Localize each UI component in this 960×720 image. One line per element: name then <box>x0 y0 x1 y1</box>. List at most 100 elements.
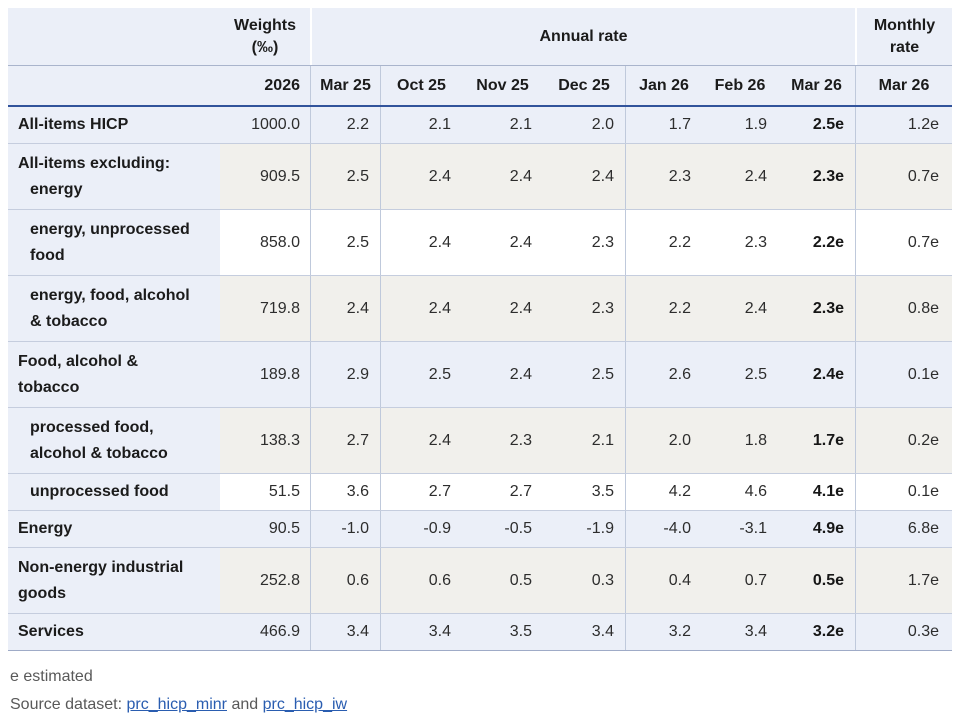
row-label-line: energy, food, alcohol <box>30 286 190 304</box>
annual-rate-value: -1.9 <box>543 511 625 547</box>
annual-rate-value: -0.9 <box>380 511 462 547</box>
row-label-line: energy, unprocessed <box>30 220 190 238</box>
row-label-line: & tobacco <box>30 312 108 330</box>
monthly-rate-value: 1.2e <box>855 107 952 143</box>
annual-rate-value: 2.9 <box>310 342 380 407</box>
table-header-top: Weights (‰) Annual rate Monthly rate <box>8 8 952 65</box>
row-label: Non-energy industrial goods <box>8 548 220 613</box>
monthly-rate-value: 0.3e <box>855 614 952 650</box>
annual-rate-value: 1.7 <box>625 107 702 143</box>
monthly-rate-value: 0.1e <box>855 342 952 407</box>
annual-rate-value: 3.4 <box>380 614 462 650</box>
row-label-line: unprocessed food <box>30 483 169 500</box>
annual-rate-value: 2.4e <box>778 342 855 407</box>
monthly-rate-value: 1.7e <box>855 548 952 613</box>
table-row: processed food, alcohol & tobacco 138.3 2.7… <box>8 408 952 474</box>
annual-rate-value: 2.7 <box>462 474 543 510</box>
source-link-prc-hicp-minr[interactable]: prc_hicp_minr <box>126 696 227 713</box>
annual-rate-value: -1.0 <box>310 511 380 547</box>
annual-rate-value: 2.3e <box>778 276 855 341</box>
source-prefix: Source dataset: <box>10 696 127 713</box>
table-row: Services 466.9 3.4 3.4 3.5 3.4 3.2 3.4 3.2e 0.3e <box>8 614 952 651</box>
col-header-annual-rate: Annual rate <box>310 8 855 65</box>
weight-value: 252.8 <box>220 548 310 613</box>
annual-rate-value: 3.2e <box>778 614 855 650</box>
annual-rate-value: 0.4 <box>625 548 702 613</box>
month-header: Dec 25 <box>543 66 625 105</box>
annual-rate-value: 2.4 <box>310 276 380 341</box>
table-row: Food, alcohol & tobacco 189.8 2.9 2.5 2.4 2.5 2… <box>8 342 952 408</box>
table-row: energy, food, alcohol & tobacco 719.8 2.4 2.… <box>8 276 952 342</box>
annual-rate-value: -4.0 <box>625 511 702 547</box>
weight-value: 189.8 <box>220 342 310 407</box>
month-header: Mar 26 <box>778 66 855 105</box>
weight-value: 1000.0 <box>220 107 310 143</box>
row-label: All-items excluding: energy <box>8 144 220 209</box>
monthly-rate-value: 0.1e <box>855 474 952 510</box>
annual-rate-value: 2.5 <box>543 342 625 407</box>
header-spacer <box>8 66 220 105</box>
row-label-line: All-items HICP <box>18 116 129 133</box>
weight-value: 858.0 <box>220 210 310 275</box>
annual-rate-value: 2.2 <box>625 210 702 275</box>
row-label-line: Food, alcohol & <box>18 352 138 370</box>
annual-rate-value: 2.5 <box>380 342 462 407</box>
annual-rate-value: 3.5 <box>462 614 543 650</box>
annual-rate-value: 4.9e <box>778 511 855 547</box>
annual-rate-value: 2.4 <box>380 210 462 275</box>
month-header: Nov 25 <box>462 66 543 105</box>
annual-rate-value: -3.1 <box>702 511 778 547</box>
monthly-rate-value: 0.7e <box>855 210 952 275</box>
weight-value: 466.9 <box>220 614 310 650</box>
table-row: All-items excluding: energy 909.5 2.5 2.4 2.4… <box>8 144 952 210</box>
annual-rate-value: 3.6 <box>310 474 380 510</box>
weight-value: 719.8 <box>220 276 310 341</box>
annual-rate-value: 2.7 <box>380 474 462 510</box>
header-divider <box>8 105 952 107</box>
annual-rate-value: 2.2 <box>625 276 702 341</box>
source-link-prc-hicp-iw[interactable]: prc_hicp_iw <box>262 696 348 713</box>
annual-rate-value: 2.4 <box>380 408 462 473</box>
annual-rate-value: 2.5e <box>778 107 855 143</box>
annual-rate-value: 2.3 <box>702 210 778 275</box>
annual-rate-value: 2.3 <box>462 408 543 473</box>
month-header: Feb 26 <box>702 66 778 105</box>
monthly-rate-value: 0.8e <box>855 276 952 341</box>
row-label: unprocessed food <box>8 474 220 510</box>
footnote-estimated: e estimated <box>10 668 93 685</box>
source-line: Source dataset: prc_hicp_minr and prc_hi… <box>10 696 952 714</box>
annual-rate-value: 2.5 <box>702 342 778 407</box>
annual-rate-value: 2.3 <box>625 144 702 209</box>
annual-rate-value: 0.5e <box>778 548 855 613</box>
row-label-line: All-items excluding: <box>18 154 171 172</box>
annual-rate-value: 2.4 <box>702 144 778 209</box>
row-label: Energy <box>8 511 220 547</box>
annual-rate-value: 0.6 <box>310 548 380 613</box>
col-header-weights: Weights (‰) <box>220 8 310 65</box>
annual-rate-value: 1.7e <box>778 408 855 473</box>
annual-rate-value: 3.4 <box>543 614 625 650</box>
month-header: Jan 26 <box>625 66 702 105</box>
annual-rate-value: 2.4 <box>462 210 543 275</box>
annual-rate-value: 3.4 <box>702 614 778 650</box>
annual-rate-value: 2.2e <box>778 210 855 275</box>
annual-rate-value: -0.5 <box>462 511 543 547</box>
table-row: Non-energy industrial goods 252.8 0.6 0.6 0.5… <box>8 548 952 614</box>
annual-rate-value: 2.7 <box>310 408 380 473</box>
annual-rate-value: 4.2 <box>625 474 702 510</box>
row-label: processed food, alcohol & tobacco <box>8 408 220 473</box>
table-rows: All-items HICP 1000.0 2.2 2.1 2.1 2.0 1.7 1.9 2.… <box>8 107 952 651</box>
source-and: and <box>227 696 263 713</box>
annual-rate-value: 2.0 <box>625 408 702 473</box>
annual-rate-value: 4.6 <box>702 474 778 510</box>
month-header: Oct 25 <box>380 66 462 105</box>
table-row: energy, unprocessed food 858.0 2.5 2.4 2.4 2.3… <box>8 210 952 276</box>
row-label-line: goods <box>18 584 66 602</box>
table-row: All-items HICP 1000.0 2.2 2.1 2.1 2.0 1.7 1.9 2.… <box>8 107 952 144</box>
annual-rate-value: 2.4 <box>380 276 462 341</box>
annual-rate-value: 3.5 <box>543 474 625 510</box>
annual-rate-value: 2.3e <box>778 144 855 209</box>
annual-rate-value: 3.2 <box>625 614 702 650</box>
row-label: Food, alcohol & tobacco <box>8 342 220 407</box>
